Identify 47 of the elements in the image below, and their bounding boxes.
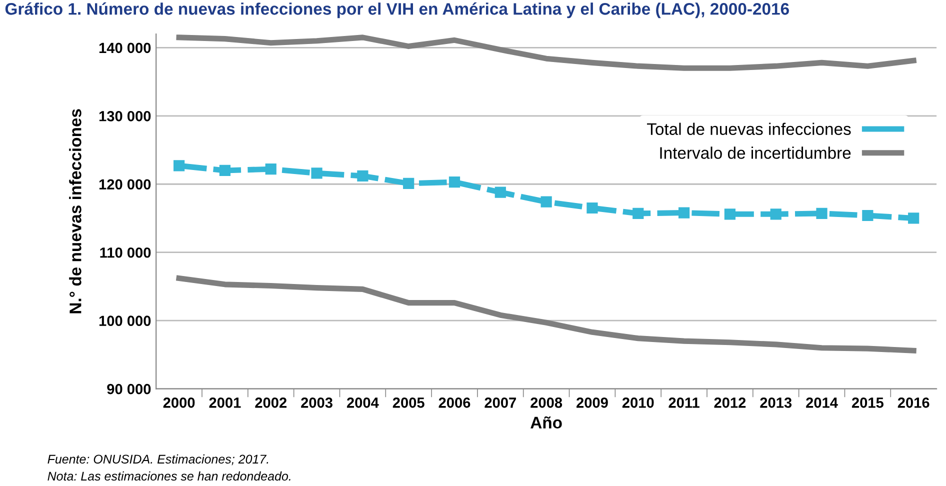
y-tick-label: 90 000 <box>107 384 151 394</box>
x-tick-label: 2004 <box>346 398 379 408</box>
x-tick-label: 2000 <box>163 398 195 408</box>
point <box>586 202 598 214</box>
point <box>678 207 690 218</box>
y-tick-label: 140 000 <box>99 42 151 54</box>
x-tick-label: 2005 <box>392 398 424 408</box>
x-tick-label: 2001 <box>209 398 241 408</box>
x-tick-label: 2002 <box>255 398 286 408</box>
x-tick-label: 2010 <box>622 398 654 408</box>
point <box>540 196 552 208</box>
y-tick-label: 130 000 <box>99 110 151 122</box>
y-axis-title: N.° de nuevas infecciones <box>69 109 82 314</box>
chart-title: Gráfico 1. Número de nuevas infecciones por el VIH en América Latina y el Caribe (LAC), 2000-2016 <box>5 2 789 18</box>
x-axis-title: Año <box>530 416 562 429</box>
point <box>219 164 231 176</box>
x-tick-label: 2007 <box>484 398 516 408</box>
point <box>862 210 874 222</box>
point <box>357 170 368 182</box>
x-tick-label: 2013 <box>760 398 792 408</box>
x-tick-label: 2008 <box>530 398 562 408</box>
point <box>724 208 736 220</box>
legend-label: Intervalo de incertidumbre <box>660 146 851 159</box>
point <box>908 212 920 224</box>
point <box>816 208 828 220</box>
point <box>311 168 322 179</box>
x-tick-label: 2014 <box>806 398 838 408</box>
text: Nota: Las estimaciones se han redondeado. <box>48 471 290 481</box>
x-tick-label: 2011 <box>668 398 700 408</box>
y-tick-label: 110 000 <box>100 247 151 258</box>
x-tick-label: 2009 <box>576 398 608 408</box>
point <box>173 160 185 172</box>
y-tick-label: 100 000 <box>99 316 151 326</box>
x-tick-label: 2016 <box>898 398 930 408</box>
x-tick-label: 2012 <box>714 398 746 408</box>
y-tick-label: 120 000 <box>99 179 151 190</box>
point <box>770 208 782 220</box>
legend-label: Total de nuevas infecciones <box>647 122 851 136</box>
x-tick-label: 2003 <box>301 398 332 408</box>
point <box>448 176 460 188</box>
point <box>403 178 414 189</box>
x-tick-label: 2015 <box>852 398 884 408</box>
source-note: Fuente: ONUSIDA. Estimaciones; 2017. <box>48 454 268 466</box>
point <box>494 186 506 198</box>
x-tick-label: 2006 <box>438 398 470 408</box>
point <box>265 164 276 175</box>
point <box>632 208 644 220</box>
